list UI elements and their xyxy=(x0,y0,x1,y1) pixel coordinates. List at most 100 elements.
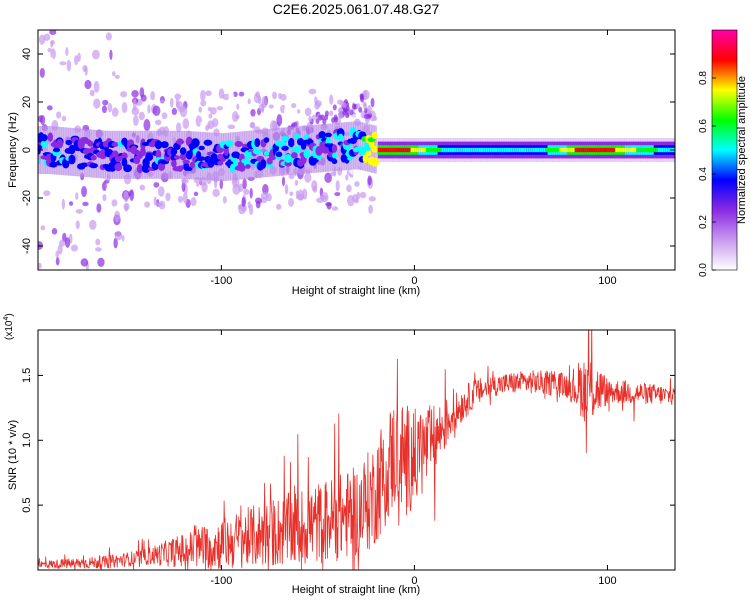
spectrogram-core xyxy=(481,147,485,153)
spectrogram-core xyxy=(315,146,323,156)
spectrogram-speckle xyxy=(258,103,265,112)
spectrogram-band xyxy=(357,121,361,170)
spectrogram-band xyxy=(260,129,264,178)
spectrogram-core xyxy=(547,147,550,153)
spectrogram-speckle xyxy=(232,183,241,195)
spectrogram-xtick-label: -100 xyxy=(210,275,232,287)
spectrogram-core xyxy=(518,147,521,153)
spectrogram-core xyxy=(626,147,629,153)
spectrogram-core xyxy=(563,147,566,153)
spectrogram-core xyxy=(570,147,573,153)
spectrogram-speckle xyxy=(200,89,206,102)
spectrogram-speckle xyxy=(356,103,361,110)
spectrogram-speckle xyxy=(196,182,200,187)
snr-xtick-label: 100 xyxy=(598,575,616,587)
spectrogram-core xyxy=(371,131,378,140)
spectrogram-speckle xyxy=(175,122,182,133)
spectrogram-speckle xyxy=(46,105,53,111)
spectrogram-speckle xyxy=(38,262,42,269)
spectrogram-core xyxy=(468,147,471,153)
snr-multiplier-exp: 4 xyxy=(3,317,10,321)
spectrogram-speckle xyxy=(38,241,43,250)
spectrogram-speckle xyxy=(139,184,146,191)
spectrogram-core xyxy=(331,152,338,159)
spectrogram-speckle xyxy=(342,102,347,109)
spectrogram-speckle xyxy=(75,220,80,230)
spectrogram-speckle xyxy=(59,61,67,66)
spectrogram-core xyxy=(175,140,185,145)
spectrogram-speckle xyxy=(351,113,358,120)
spectrogram-core xyxy=(464,147,467,153)
spectrogram-ytick-label: 0 xyxy=(21,147,33,153)
spectrogram-core xyxy=(393,147,396,153)
spectrogram-speckle xyxy=(154,119,162,126)
spectrogram-speckle xyxy=(242,178,247,190)
spectrogram-band xyxy=(353,121,357,170)
spectrogram-core xyxy=(514,147,517,153)
spectrogram-speckle xyxy=(294,179,299,186)
spectrogram-speckle xyxy=(345,174,349,181)
spectrogram-speckle xyxy=(355,198,359,204)
spectrogram-speckle xyxy=(276,203,282,210)
spectrogram-xtick-label: 0 xyxy=(411,275,417,287)
spectrogram-speckle xyxy=(84,79,92,90)
spectrogram-core xyxy=(254,138,261,148)
spectrogram-speckle xyxy=(284,105,288,116)
spectrogram-speckle xyxy=(55,257,60,266)
spectrogram-core xyxy=(318,130,326,139)
spectrogram-core xyxy=(584,147,587,153)
spectrogram-core xyxy=(217,160,224,166)
spectrogram-speckle xyxy=(307,181,312,193)
spectrogram-speckle xyxy=(131,89,139,98)
spectrogram-speckle xyxy=(222,196,227,204)
spectrogram-core xyxy=(245,164,251,169)
spectrogram-core xyxy=(157,162,166,171)
spectrogram-core xyxy=(391,147,394,153)
spectrogram-core xyxy=(657,147,660,153)
spectrogram-core xyxy=(303,149,310,159)
spectrogram-speckle xyxy=(177,195,184,203)
spectrogram-speckle xyxy=(182,118,190,130)
spectrogram-band xyxy=(44,126,48,174)
spectrogram-speckle xyxy=(147,104,151,114)
spectrogram-speckle xyxy=(311,180,318,191)
spectrogram-core xyxy=(574,147,577,153)
spectrogram-speckle xyxy=(280,93,287,101)
spectrogram-band xyxy=(200,131,204,180)
spectrogram-core xyxy=(536,147,539,153)
spectrogram-speckle xyxy=(276,114,283,127)
snr-ytick-label: 1.5 xyxy=(21,368,33,383)
spectrogram-core xyxy=(171,159,177,168)
spectrogram-speckle xyxy=(363,89,367,101)
spectrogram-core xyxy=(170,148,178,156)
spectrogram-band xyxy=(132,130,136,179)
spectrogram-speckle xyxy=(359,191,367,199)
spectrogram-speckle xyxy=(356,191,361,200)
spectrogram-core xyxy=(354,146,364,152)
spectrogram-core xyxy=(557,147,560,153)
spectrogram-core xyxy=(263,151,270,157)
spectrogram-core xyxy=(381,147,384,153)
spectrogram-core xyxy=(87,140,94,147)
spectrogram-band xyxy=(350,121,354,170)
spectrogram-core xyxy=(435,147,438,153)
spectrogram-core xyxy=(293,145,302,153)
spectrogram-speckle xyxy=(238,91,245,97)
spectrogram-speckle xyxy=(349,109,354,116)
spectrogram-speckle xyxy=(92,49,100,60)
spectrogram-speckle xyxy=(109,49,113,60)
snr-panel: -100 0 100 0.5 1.0 1.5 Height of straight lin… xyxy=(3,313,676,596)
spectrogram-core xyxy=(646,147,649,153)
spectrogram-speckle xyxy=(324,172,332,184)
spectrogram-core xyxy=(588,147,591,153)
spectrogram-speckle xyxy=(129,189,135,201)
figure-title: C2E6.2025.061.07.48.G27 xyxy=(273,1,440,17)
spectrogram-core xyxy=(620,147,624,153)
spectrogram-core xyxy=(470,147,473,153)
spectrogram-core xyxy=(145,152,154,162)
spectrogram-speckle xyxy=(61,115,67,122)
snr-xlabel: Height of straight line (km) xyxy=(292,584,420,596)
spectrogram-band xyxy=(288,126,292,175)
spectrogram-core xyxy=(501,147,504,153)
colorbar-tick-label: 0.8 xyxy=(698,71,709,85)
